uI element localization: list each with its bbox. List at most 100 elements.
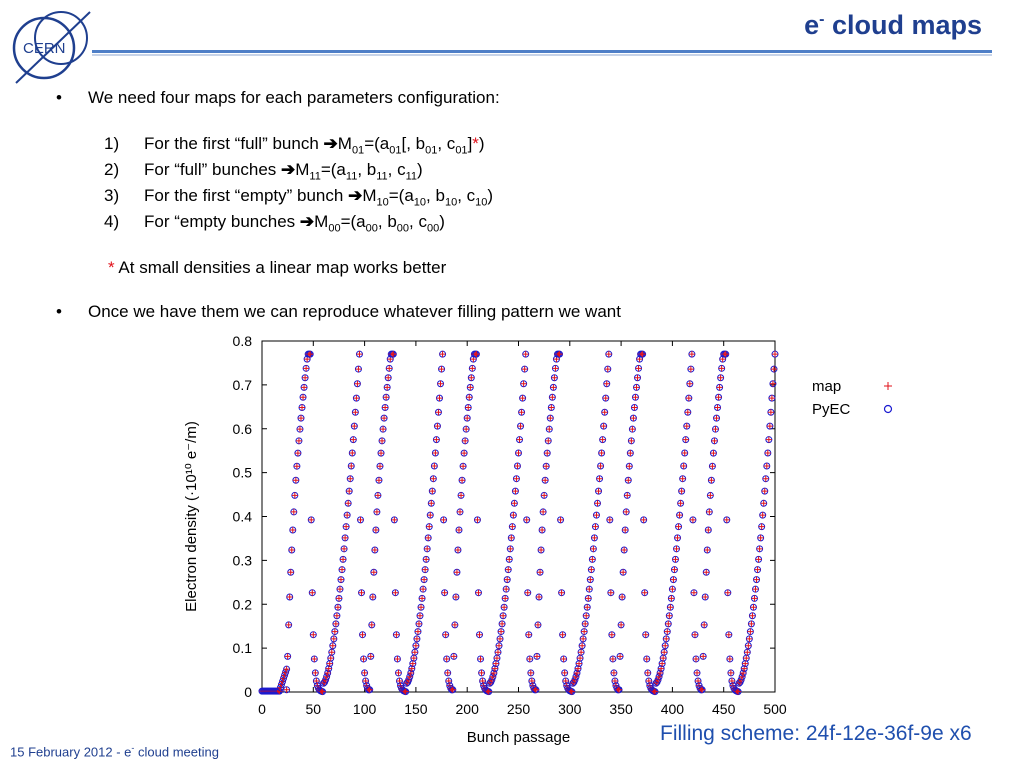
map-point — [619, 594, 626, 601]
map-point — [529, 682, 536, 689]
pyec-point — [451, 621, 459, 629]
map-point — [699, 686, 706, 693]
pyec-point — [444, 669, 452, 677]
pyec-point — [427, 499, 435, 507]
pyec-point — [696, 684, 704, 692]
map-point — [569, 680, 576, 687]
map-point — [594, 500, 601, 507]
map-point — [325, 665, 332, 672]
map-point — [766, 423, 773, 430]
pyec-point — [446, 682, 454, 690]
map-point — [320, 680, 327, 687]
map-point — [541, 492, 548, 499]
map-point — [576, 660, 583, 667]
pyec-point — [363, 682, 371, 690]
pyec-point — [408, 665, 416, 673]
map-point — [624, 492, 631, 499]
map-point — [332, 620, 339, 627]
footer-text: 15 February 2012 - e- cloud meeting — [10, 743, 219, 760]
map-point — [568, 688, 575, 695]
pyec-point — [454, 546, 462, 554]
pyec-point — [703, 546, 711, 554]
pyec-point — [690, 589, 698, 597]
pyec-point — [496, 635, 504, 643]
map-point — [445, 677, 452, 684]
pyec-point — [652, 679, 660, 687]
pyec-point — [379, 425, 387, 433]
map-point — [513, 475, 520, 482]
pyec-point — [403, 679, 411, 687]
pyec-point — [582, 612, 590, 620]
map-point — [532, 686, 539, 693]
map-point — [392, 589, 399, 596]
pyec-point — [611, 677, 619, 685]
pyec-point — [296, 425, 304, 433]
map-point — [536, 594, 543, 601]
legend-marker-map — [884, 382, 892, 390]
pyec-point — [466, 383, 474, 391]
map-point — [763, 462, 770, 469]
pyec-point — [626, 449, 634, 457]
pyec-point — [674, 534, 682, 542]
map-point — [607, 589, 614, 596]
pyec-point — [520, 380, 528, 388]
map-point — [630, 415, 637, 422]
pyec-point — [304, 350, 312, 358]
pyec-point — [286, 593, 294, 601]
map-point — [304, 356, 311, 363]
map-point — [637, 351, 644, 358]
map-point — [429, 488, 436, 495]
pyec-point — [370, 568, 378, 576]
map-point — [296, 426, 303, 433]
pyec-point — [435, 394, 443, 402]
map-point — [368, 621, 375, 628]
pyec-point — [752, 585, 760, 593]
pyec-point — [543, 449, 551, 457]
pyec-point — [759, 511, 767, 519]
map-point — [318, 688, 325, 695]
map-point — [483, 687, 490, 694]
map-point — [561, 669, 568, 676]
map-point — [613, 685, 620, 692]
map-point — [507, 545, 514, 552]
pyec-point — [732, 687, 740, 695]
map-point — [595, 488, 602, 495]
map-point — [301, 384, 308, 391]
pyec-point — [378, 437, 386, 445]
pyec-point — [634, 374, 642, 382]
pyec-point — [497, 628, 505, 636]
pyec-point — [311, 669, 319, 677]
map-point — [563, 682, 570, 689]
map-point — [448, 686, 455, 693]
map-point — [399, 686, 406, 693]
pyec-point — [741, 660, 749, 668]
pyec-point — [288, 546, 296, 554]
map-point — [333, 612, 340, 619]
map-point — [355, 366, 362, 373]
map-point — [319, 688, 326, 695]
pyec-point — [547, 403, 555, 411]
map-point — [370, 569, 377, 576]
map-point — [669, 586, 676, 593]
pyec-point — [368, 621, 376, 629]
pyec-point — [402, 688, 410, 696]
pyec-point — [764, 449, 772, 457]
map-point — [759, 512, 766, 519]
pyec-point — [490, 669, 498, 677]
map-point — [548, 404, 555, 411]
pyec-point — [631, 393, 639, 401]
pyec-point — [327, 654, 335, 662]
pyec-point — [415, 620, 423, 628]
pyec-point — [503, 576, 511, 584]
pyec-point — [654, 676, 662, 684]
x-tick-label: 300 — [558, 701, 582, 717]
pyec-point — [539, 508, 547, 516]
pyec-point — [710, 437, 718, 445]
map-point — [360, 655, 367, 662]
map-point — [543, 463, 550, 470]
pyec-point — [400, 687, 408, 695]
pyec-point — [698, 686, 706, 694]
pyec-point — [705, 508, 713, 516]
map-point — [294, 450, 301, 457]
pyec-point — [737, 676, 745, 684]
